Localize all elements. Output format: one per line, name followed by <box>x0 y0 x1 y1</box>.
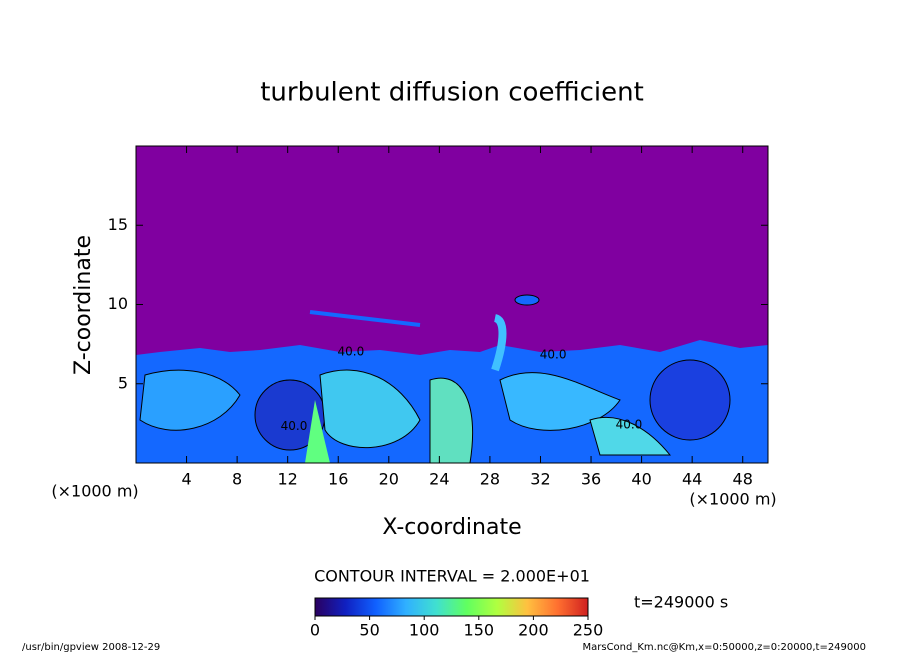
eddy <box>139 369 241 431</box>
x-tick-label: 28 <box>480 470 500 489</box>
y-tick-label: 15 <box>108 215 128 234</box>
colorbar-tick-label: 50 <box>359 621 379 640</box>
footer-left: /usr/bin/gpview 2008-12-29 <box>22 642 160 653</box>
plume <box>491 314 507 372</box>
contour-label: 40.0 <box>281 419 308 433</box>
y-unit: (×1000 m) <box>51 482 138 501</box>
x-tick-label: 48 <box>733 470 753 489</box>
contour-interval: CONTOUR INTERVAL = 2.000E+01 <box>314 567 590 586</box>
colorbar-tick-label: 200 <box>518 621 549 640</box>
y-tick-label: 10 <box>108 294 128 313</box>
footer-right: MarsCond_Km.nc@Km,x=0:50000,z=0:20000,t=… <box>583 642 867 653</box>
contour-label: 40.0 <box>616 417 643 431</box>
x-tick-label: 20 <box>379 470 399 489</box>
x-tick-label: 32 <box>530 470 550 489</box>
colorbar-tick-label: 0 <box>310 621 320 640</box>
y-axis-label: Z-coordinate <box>71 235 96 375</box>
eddy <box>499 372 621 431</box>
x-tick-label: 12 <box>278 470 298 489</box>
x-tick-label: 36 <box>581 470 601 489</box>
eddy <box>305 400 330 463</box>
time-label: t=249000 s <box>634 593 728 612</box>
chart-title: turbulent diffusion coefficient <box>260 78 644 108</box>
eddy <box>589 416 672 456</box>
x-tick-label: 40 <box>631 470 651 489</box>
x-tick-label: 4 <box>181 470 191 489</box>
x-unit: (×1000 m) <box>689 490 776 509</box>
x-tick-label: 44 <box>682 470 702 489</box>
x-tick-label: 8 <box>232 470 242 489</box>
contour-label: 40.0 <box>540 348 567 362</box>
x-tick-label: 24 <box>429 470 449 489</box>
contour-label: 40.0 <box>338 345 365 359</box>
eddy <box>649 359 731 441</box>
y-tick-label: 5 <box>118 373 128 392</box>
blob <box>514 294 540 306</box>
colorbar-tick-label: 100 <box>409 621 440 640</box>
filament <box>309 310 421 327</box>
colorbar <box>314 597 589 617</box>
x-axis-label: X-coordinate <box>382 515 521 540</box>
colorbar-tick-label: 150 <box>464 621 495 640</box>
field <box>136 294 768 463</box>
x-tick-label: 16 <box>328 470 348 489</box>
colorbar-tick-label: 250 <box>573 621 604 640</box>
eddy <box>319 369 421 449</box>
